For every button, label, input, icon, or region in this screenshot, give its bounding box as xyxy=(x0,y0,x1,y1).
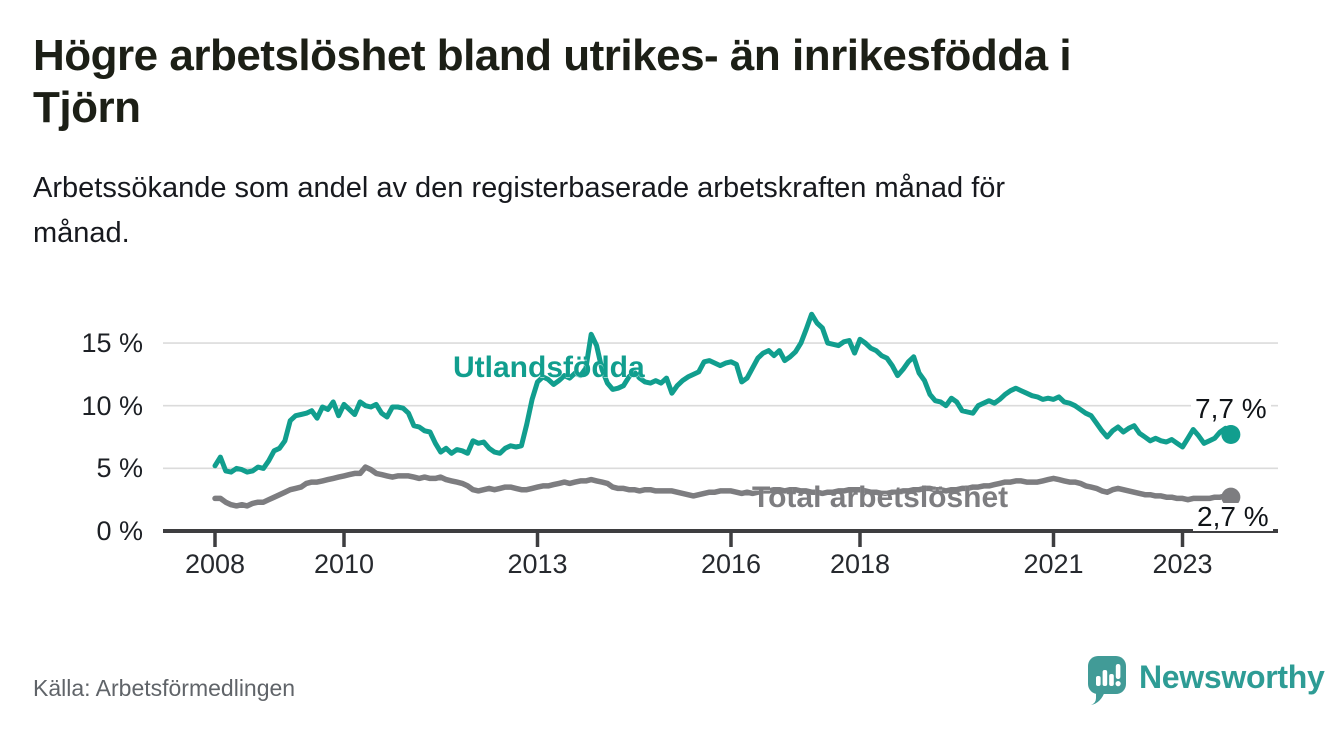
x-tick-label: 2021 xyxy=(1023,549,1084,579)
y-tick-label: 10 % xyxy=(81,390,143,421)
newsworthy-logo-icon xyxy=(1088,656,1126,705)
x-tick-label: 2018 xyxy=(829,549,891,579)
series-lines xyxy=(212,311,1234,509)
series-end-dot-0 xyxy=(1221,425,1241,445)
x-tick-label: 2008 xyxy=(184,549,246,579)
y-tick-label: 5 % xyxy=(96,453,143,484)
x-tick-label: 2023 xyxy=(1152,549,1213,579)
series-line-0 xyxy=(212,311,1234,475)
x-tick-label: 2013 xyxy=(507,549,568,579)
source-text: Källa: Arbetsförmedlingen xyxy=(33,675,296,701)
x-tick-label: 2010 xyxy=(313,549,375,579)
series-end-dots xyxy=(1221,425,1241,507)
x-tick-label: 2016 xyxy=(700,549,762,579)
series-label-utlandsfodda: Utlandsfödda xyxy=(453,351,645,384)
end-value-label-utlandsfodda: 7,7 % xyxy=(1191,395,1271,423)
series-end-dot-1 xyxy=(1221,487,1241,507)
end-value-label-total: 2,7 % xyxy=(1193,503,1273,531)
series-label-total-arbetsloshet: Total arbetslöshet xyxy=(752,481,1009,514)
chart-subtitle: Arbetssökande som andel av den registerb… xyxy=(33,172,1006,249)
series-line-1 xyxy=(212,464,1234,509)
y-tick-label: 15 % xyxy=(81,328,143,359)
chart-title: Högre arbetslöshet bland utrikes- än inr… xyxy=(33,31,1072,132)
newsworthy-brand-text: Newsworthy xyxy=(1139,659,1325,695)
x-axis-ticks xyxy=(213,533,1185,547)
newsworthy-logo: Newsworthy xyxy=(1086,655,1325,707)
y-tick-label: 0 % xyxy=(96,516,143,546)
